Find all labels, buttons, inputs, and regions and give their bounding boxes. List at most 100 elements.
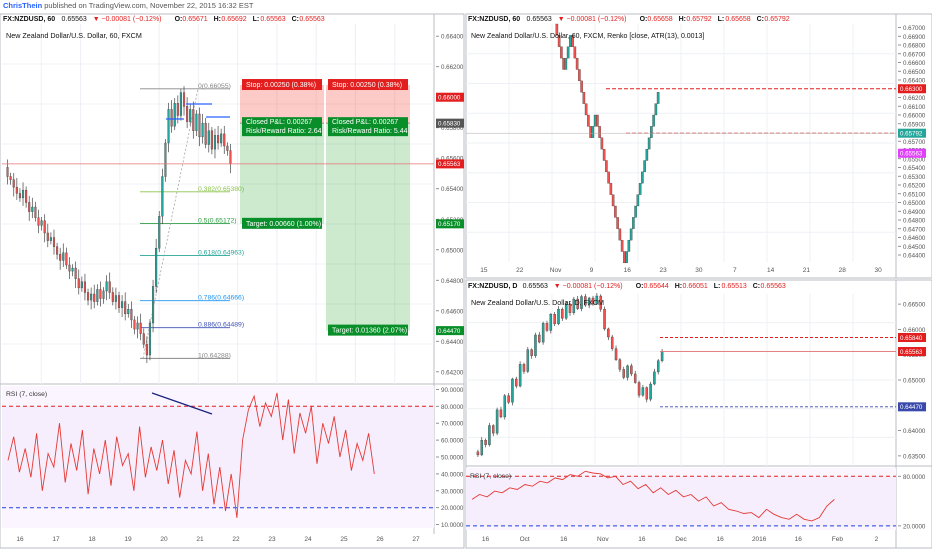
stop-label: Stop: 0.00250 (0.38%) xyxy=(246,82,316,89)
fib-level-label: 0.5(0.65172) xyxy=(198,218,237,225)
candle-body xyxy=(15,187,18,194)
candle-body xyxy=(641,387,645,396)
renko-brick xyxy=(566,46,570,59)
candle-body xyxy=(492,425,495,434)
renko-symbol-line: FX:NZDUSD, 60 0.65563 ▼ −0.00081 (−0.12%… xyxy=(468,16,790,23)
candle-body xyxy=(102,290,105,299)
x-tick-label: 30 xyxy=(874,267,882,274)
fib-level-label: 0(0.66055) xyxy=(198,83,231,90)
renko-brick xyxy=(652,114,655,127)
daily-x-axis: 16 Oct 16 Nov 16 Dec 16 2016 16 Feb 2 xyxy=(482,536,879,543)
candle-body xyxy=(83,281,86,293)
price-tag xyxy=(436,159,464,169)
candle-body xyxy=(515,378,518,387)
symbol-line-part: 0.65563 xyxy=(62,16,87,23)
symbol-line-part: 0.65563 xyxy=(260,16,285,23)
price-tag-label: 0.64470 xyxy=(438,328,461,335)
y-tick-label: 90.0000 xyxy=(441,387,464,394)
price-tag xyxy=(898,84,926,94)
pnl-box xyxy=(242,117,322,137)
candle-body xyxy=(217,135,220,144)
renko-brick xyxy=(562,57,565,70)
renko-brick xyxy=(643,160,646,173)
x-tick-label: 20 xyxy=(160,536,168,543)
rsi-line xyxy=(471,470,835,522)
candle-body xyxy=(142,333,145,345)
daily-symbol-line: FX:NZDUSD, D 0.65563 ▼ −0.00081 (−0.12%)… xyxy=(468,283,786,290)
candle-body xyxy=(59,254,62,261)
daily-candles xyxy=(476,292,664,458)
price-tag-label: 0.65563 xyxy=(900,151,923,158)
y-tick-label: 0.65100 xyxy=(903,191,926,198)
renko-brick xyxy=(641,171,644,184)
y-tick-label: 0.64900 xyxy=(903,209,926,216)
candle-body xyxy=(595,295,599,304)
x-tick-label: 14 xyxy=(767,267,775,274)
renko-brick xyxy=(656,92,660,104)
candle-body xyxy=(31,206,34,212)
y-tick-label: 20.0000 xyxy=(903,523,926,530)
x-tick-label: 23 xyxy=(659,267,667,274)
candle-body xyxy=(213,135,217,150)
candle-body xyxy=(86,292,90,301)
price-tag xyxy=(898,347,926,357)
x-tick-label: 16 xyxy=(560,536,568,543)
candle-body xyxy=(660,351,664,361)
renko-brick xyxy=(591,126,595,138)
renko-grid xyxy=(466,24,896,262)
renko-brick xyxy=(629,228,633,241)
x-tick-label: 16 xyxy=(716,536,724,543)
left-symbol-line: FX:NZDUSD, 60 0.65563 ▼ −0.00081 (−0.12%… xyxy=(3,16,325,23)
target-label: Target: 0.01360 (2.07%) xyxy=(332,328,407,335)
y-tick-label: 0.66800 xyxy=(903,43,926,50)
renko-brick xyxy=(636,194,640,207)
price-tag xyxy=(436,219,464,229)
renko-brick xyxy=(575,57,579,70)
rsi-y-axis: 80.0000 20.0000 xyxy=(898,474,926,530)
candle-body xyxy=(161,176,164,217)
x-tick-label: 21 xyxy=(803,267,811,274)
symbol-line-part: O: xyxy=(636,283,644,290)
renko-brick xyxy=(557,35,561,47)
rsi-band xyxy=(466,476,896,526)
y-tick-label: 0.67000 xyxy=(903,25,926,32)
daily-grid xyxy=(466,294,896,466)
renko-brick xyxy=(650,126,653,138)
fib-level-label: 0.618(0.64963) xyxy=(198,249,244,256)
candle-body xyxy=(538,334,541,343)
target-zone xyxy=(326,123,410,331)
stop-label-box xyxy=(328,79,408,91)
candle-body xyxy=(182,92,186,107)
renko-brick xyxy=(573,46,577,59)
rsi-title: RSI (7, close) xyxy=(470,473,511,480)
author-link[interactable]: ChrisThein xyxy=(3,1,43,10)
symbol-line-part: 0.65658 xyxy=(647,16,672,23)
candle-body xyxy=(564,303,568,319)
candle-body xyxy=(645,387,648,400)
price-tag xyxy=(898,128,926,138)
symbol-line-part: C: xyxy=(753,283,760,290)
y-tick-label: 0.65000 xyxy=(441,247,464,254)
y-tick-label: 0.65600 xyxy=(441,156,464,163)
renko-brick xyxy=(605,160,608,173)
y-tick-label: 0.64700 xyxy=(903,226,926,233)
symbol-line-part: ▼ −0.00081 (−0.12%) xyxy=(554,283,623,290)
y-tick-label: 0.64400 xyxy=(441,339,464,346)
x-tick-label: Nov xyxy=(597,536,609,543)
symbol-line-part: FX:NZDUSD, 60 xyxy=(3,16,55,23)
candle-body xyxy=(541,323,545,343)
renko-brick xyxy=(632,217,635,229)
candle-body xyxy=(40,220,43,226)
candle-body xyxy=(136,322,139,330)
y-tick-label: 0.65300 xyxy=(903,174,926,181)
y-tick-label: 0.63500 xyxy=(903,453,926,460)
renko-brick xyxy=(627,239,631,252)
renko-brick xyxy=(616,217,619,229)
candle-body xyxy=(28,202,31,212)
y-tick-label: 0.64800 xyxy=(441,278,464,285)
candle-body xyxy=(637,382,641,396)
daily-panel-frame xyxy=(465,279,932,549)
candle-body xyxy=(167,109,170,144)
candle-body xyxy=(557,308,560,325)
candle-body xyxy=(530,349,533,356)
